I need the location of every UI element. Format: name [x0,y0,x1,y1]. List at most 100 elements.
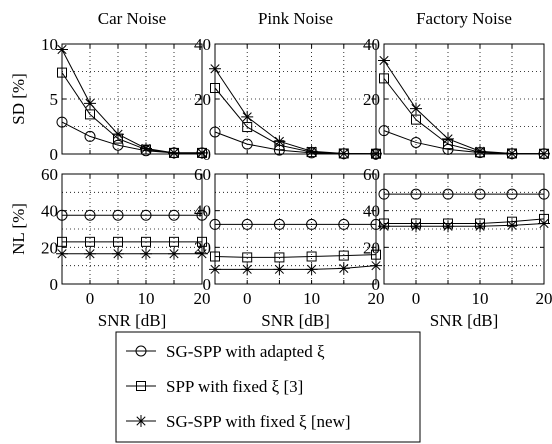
series-line [214,87,377,155]
data-point [241,263,254,276]
data-point [306,251,317,262]
x-axis-label: SNR [dB] [261,311,329,330]
series-line [384,218,545,224]
data-point [410,136,422,148]
data-point [273,135,286,148]
data-point [411,114,421,125]
data-point [84,209,96,221]
data-point [337,147,350,160]
y-tick-label: 10 [41,35,58,54]
y-tick-label: 0 [203,275,212,294]
data-point [474,145,486,158]
x-tick-label: 20 [194,289,211,308]
data-point [112,247,124,260]
series-line [61,49,202,154]
y-tick-label: 20 [41,238,58,257]
axes-frame [214,43,377,155]
data-point [241,218,253,230]
y-tick-label: 5 [50,90,59,109]
y-tick-label: 40 [41,202,58,221]
y-tick-label: 0 [50,145,59,164]
x-tick-label: 20 [536,289,552,308]
y-tick-label: 60 [41,165,58,184]
data-point [306,218,318,230]
column-title: Pink Noise [258,9,333,28]
y-tick-label: 0 [203,145,212,164]
y-axis-label: NL [%] [9,203,28,255]
column-title: Car Noise [98,9,166,28]
data-point [410,220,422,233]
data-point [241,110,254,123]
series-line [383,130,544,155]
data-point [474,188,486,200]
y-tick-label: 20 [363,90,380,109]
data-point [112,209,124,221]
data-point [410,188,422,200]
data-point [84,130,96,142]
data-point [442,188,454,200]
data-point [442,220,454,233]
x-tick-label: 10 [138,289,155,308]
data-point [85,109,95,120]
x-tick-label: 0 [412,289,421,308]
y-tick-label: 0 [50,275,59,294]
legend-entry: SPP with fixed ξ [3] [166,377,303,396]
x-tick-label: 0 [86,289,95,308]
data-point [506,188,518,200]
data-point [169,236,179,247]
panel-0-2: 0 20 40 [363,35,550,164]
data-point [168,146,180,159]
legend-entry: SG-SPP with fixed ξ [new] [166,412,351,431]
x-tick-label: 10 [303,289,320,308]
data-point [84,247,96,260]
series-line [383,78,545,155]
axes-frame [383,173,545,285]
legend-marker [135,415,147,427]
y-tick-label: 40 [194,202,211,221]
data-point [337,262,350,275]
x-tick-label: 10 [472,289,489,308]
data-point [338,218,350,230]
legend-marker [135,345,147,357]
column-title: Factory Noise [416,9,512,28]
data-point [84,97,96,110]
data-point [241,138,253,150]
data-point [168,247,180,260]
x-tick-label: 0 [243,289,252,308]
x-tick-label: 20 [368,289,385,308]
data-point [242,252,253,263]
y-tick-label: 60 [194,165,211,184]
y-tick-label: 20 [194,238,211,257]
data-point [141,236,151,247]
data-point [273,218,285,230]
series-line [215,265,377,270]
series-line [214,131,376,155]
y-tick-label: 0 [372,275,381,294]
data-point [85,236,95,247]
data-point [273,263,286,276]
data-point [140,142,152,155]
panel-0-1: 0 20 40 [194,35,382,164]
legend-box [115,331,421,443]
data-point [506,219,518,232]
data-point [474,220,486,233]
data-point [338,250,349,261]
y-tick-label: 40 [363,35,380,54]
axes-frame [383,43,545,155]
y-tick-label: 20 [194,90,211,109]
data-point [140,209,152,221]
legend-marker [136,381,146,391]
y-axis-label: SD [%] [9,73,28,124]
y-tick-label: 60 [363,165,380,184]
axes-frame [61,173,203,285]
data-point [113,236,123,247]
data-point [305,145,318,158]
x-axis-label: SNR [dB] [430,311,498,330]
data-point [442,132,454,145]
series-line [214,254,377,258]
data-point [506,147,518,160]
x-axis-label: SNR [dB] [98,311,166,330]
panel-0-0: 0 5 10 [41,35,208,164]
